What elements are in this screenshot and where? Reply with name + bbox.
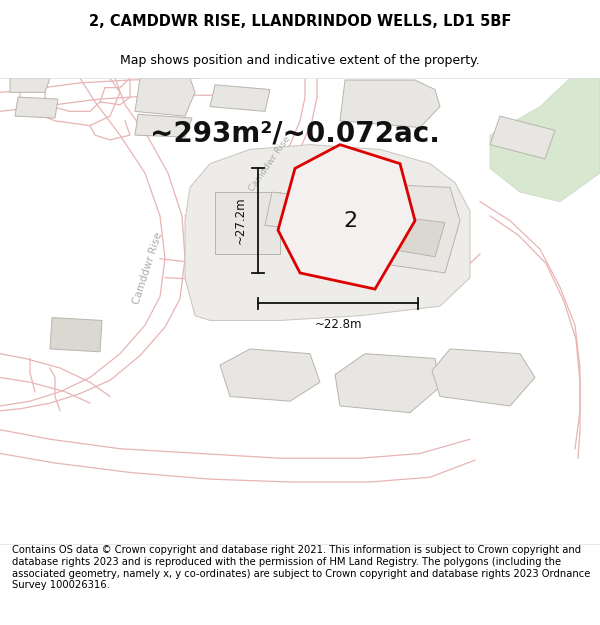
Text: 2: 2 [343, 211, 357, 231]
Polygon shape [10, 78, 50, 92]
Polygon shape [15, 97, 58, 118]
Polygon shape [432, 349, 535, 406]
Text: Camddwr Rise: Camddwr Rise [131, 231, 164, 306]
Polygon shape [390, 217, 445, 257]
Text: Map shows position and indicative extent of the property.: Map shows position and indicative extent… [120, 54, 480, 68]
Polygon shape [185, 144, 470, 321]
Polygon shape [215, 192, 280, 254]
Polygon shape [210, 85, 270, 111]
Polygon shape [278, 144, 415, 289]
Text: Contains OS data © Crown copyright and database right 2021. This information is : Contains OS data © Crown copyright and d… [12, 546, 590, 590]
Polygon shape [135, 78, 195, 116]
Polygon shape [490, 116, 555, 159]
Polygon shape [220, 349, 320, 401]
Text: ~22.8m: ~22.8m [314, 318, 362, 331]
Polygon shape [490, 78, 600, 202]
Text: ~27.2m: ~27.2m [233, 197, 247, 244]
Text: 2, CAMDDWR RISE, LLANDRINDOD WELLS, LD1 5BF: 2, CAMDDWR RISE, LLANDRINDOD WELLS, LD1 … [89, 14, 511, 29]
Polygon shape [50, 318, 102, 352]
Text: ~293m²/~0.072ac.: ~293m²/~0.072ac. [150, 119, 440, 148]
Polygon shape [372, 184, 460, 273]
Text: Camddwr Rise: Camddwr Rise [248, 134, 292, 193]
Polygon shape [340, 80, 440, 128]
Polygon shape [335, 354, 440, 412]
Polygon shape [265, 192, 318, 230]
Polygon shape [135, 114, 192, 137]
